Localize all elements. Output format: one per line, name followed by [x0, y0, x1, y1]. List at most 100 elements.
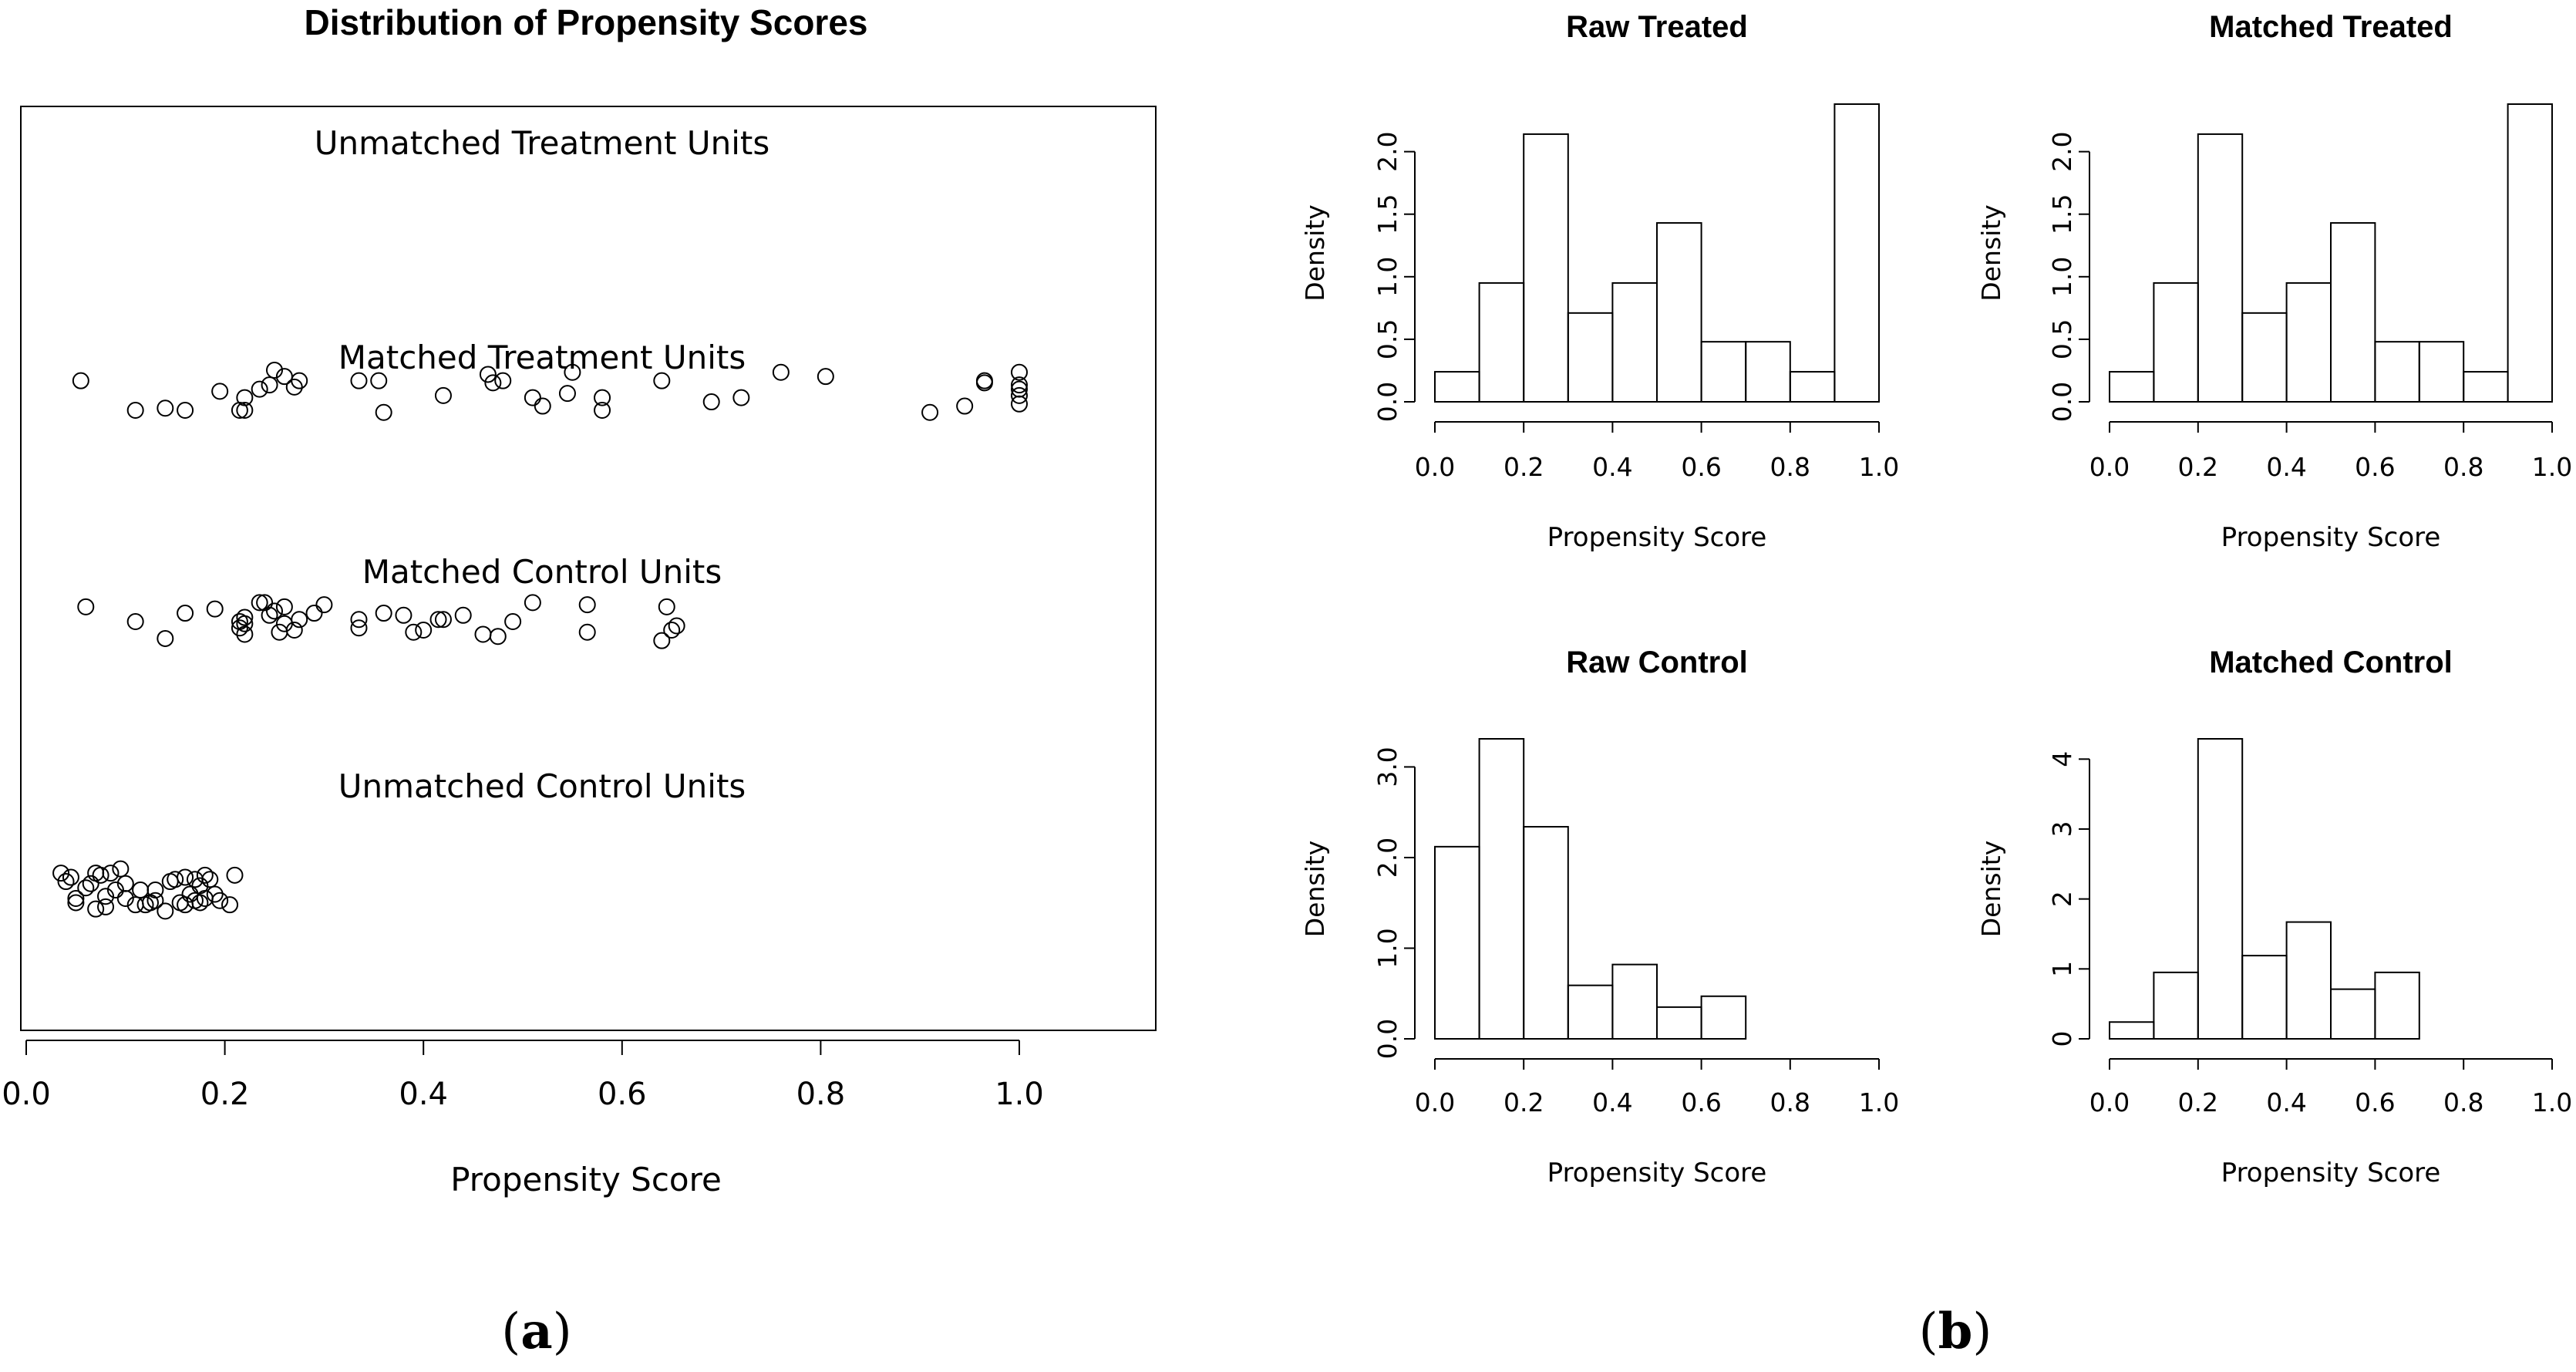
histogram-title: Raw Control: [1566, 646, 1748, 679]
histogram-bar: [1523, 825, 1569, 1040]
histogram-bar: [2153, 971, 2199, 1040]
y-tick-label: 0.0: [1372, 382, 1402, 422]
y-tick-label: 0.5: [2047, 319, 2077, 359]
x-tick-label: 0.4: [2266, 1087, 2306, 1117]
histogram-matched-control: Matched Control 0.0 0.2 0.4 0.6 0.8 1.0 Propens…: [1976, 646, 2572, 1188]
histogram-bar: [1434, 845, 1480, 1040]
data-point: [77, 598, 95, 615]
histogram-bar: [2418, 341, 2465, 403]
histogram-title: Raw Treated: [1566, 10, 1748, 44]
data-point: [370, 372, 388, 389]
x-axis-label: Propensity Score: [2221, 1158, 2441, 1188]
data-point: [772, 363, 790, 381]
histogram-bar: [2241, 955, 2288, 1040]
x-tick-label: 1.0: [995, 1077, 1044, 1112]
data-point: [211, 383, 229, 400]
data-point: [236, 402, 254, 420]
x-tick-label: 1.0: [2532, 452, 2572, 482]
x-tick-label: 0.6: [1681, 452, 1721, 482]
histogram-bar: [1611, 963, 1658, 1040]
data-point: [177, 402, 194, 420]
data-point: [668, 617, 685, 635]
data-point: [77, 879, 95, 897]
data-point: [350, 372, 368, 389]
x-tick-label: 0.0: [1415, 1087, 1455, 1117]
data-point: [196, 866, 214, 884]
histogram-bar: [2241, 312, 2288, 403]
data-point: [261, 606, 278, 624]
histogram-bar: [1656, 222, 1702, 403]
data-point: [956, 397, 974, 415]
y-tick-label: 2.0: [2047, 131, 2077, 171]
histogram-title: Matched Treated: [2209, 10, 2453, 44]
data-point: [578, 596, 596, 614]
data-point: [177, 605, 194, 622]
data-point: [350, 611, 368, 629]
data-point: [494, 372, 512, 389]
data-point: [504, 613, 522, 631]
data-point: [653, 372, 671, 389]
data-point: [157, 399, 174, 417]
group-label: Unmatched Treatment Units: [315, 124, 769, 162]
histogram-bar: [1478, 738, 1525, 1040]
x-tick-label: 0.2: [200, 1077, 250, 1112]
data-point: [266, 361, 283, 379]
y-tick-label: 0.0: [2047, 382, 2077, 422]
histogram-bar: [2197, 738, 2244, 1040]
data-point: [275, 598, 293, 615]
x-tick-label: 0.2: [1504, 1087, 1544, 1117]
histogram-bar: [2507, 103, 2554, 403]
x-axis-label: Propensity Score: [1547, 1158, 1767, 1188]
data-point: [285, 621, 303, 639]
data-point: [429, 611, 447, 629]
data-point: [434, 611, 452, 629]
data-point: [177, 868, 194, 886]
x-tick-label: 0.0: [2, 1077, 51, 1112]
x-tick-label: 0.2: [1504, 452, 1544, 482]
data-point: [817, 368, 834, 386]
data-point: [315, 596, 333, 614]
histogram-bar: [2374, 341, 2420, 403]
x-axis-label: Propensity Score: [2221, 522, 2441, 553]
x-tick-label: 0.0: [2089, 452, 2130, 482]
histogram-bar: [1567, 984, 1614, 1040]
x-tick-label: 0.4: [2266, 452, 2306, 482]
x-tick-label: 0.4: [1592, 1087, 1632, 1117]
histogram-bar: [1611, 281, 1658, 403]
data-point: [236, 615, 254, 632]
x-tick-label: 0.8: [2443, 452, 2483, 482]
y-axis-label: Density: [1300, 841, 1330, 937]
x-tick-label: 0.8: [1770, 452, 1810, 482]
data-point: [524, 594, 541, 612]
data-point: [146, 882, 164, 898]
plot-frame: [20, 106, 1157, 1031]
panel-label-b: (b): [1919, 1303, 1992, 1360]
data-point: [132, 882, 150, 898]
data-point: [251, 594, 268, 612]
x-tick-label: 0.2: [2178, 1087, 2218, 1117]
jitter-plot: Distribution of Propensity Scores 0.0 0.2 0…: [2, 2, 1157, 1198]
data-point: [375, 605, 392, 622]
data-point: [236, 389, 254, 406]
data-point: [106, 882, 124, 898]
histogram-bar: [2463, 371, 2509, 403]
data-point: [116, 875, 134, 892]
y-tick-label: 4: [2047, 751, 2077, 767]
data-point: [594, 402, 611, 420]
data-point: [291, 372, 308, 389]
histogram-bar: [2109, 1021, 2155, 1040]
histogram-bar: [1834, 103, 1880, 403]
data-point: [484, 374, 502, 392]
x-tick-label: 0.4: [1592, 452, 1632, 482]
x-tick-label: 1.0: [1859, 452, 1899, 482]
data-point: [1011, 363, 1028, 381]
histogram-raw-treated: Raw Treated 0.0 0.2 0.4 0.6 0.8 1.0 Propensity …: [1300, 10, 1899, 553]
data-point: [921, 403, 939, 421]
data-point: [87, 900, 105, 918]
y-tick-label: 1.0: [2047, 257, 2077, 297]
data-point: [102, 865, 120, 882]
y-tick-label: 0: [2047, 1031, 2077, 1047]
data-point: [454, 606, 472, 624]
data-point: [236, 625, 254, 643]
group-label: Unmatched Control Units: [338, 767, 746, 805]
